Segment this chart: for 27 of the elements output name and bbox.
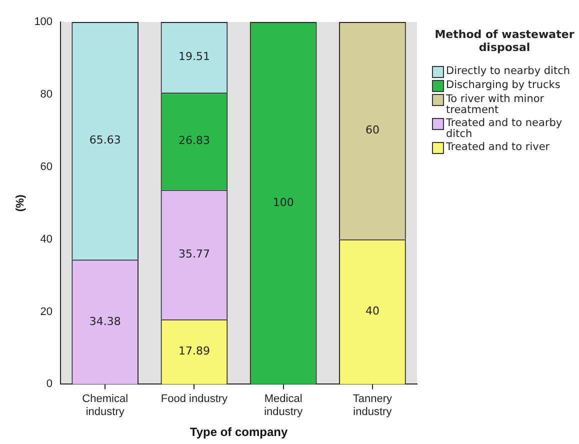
data-label: 40 xyxy=(365,304,380,318)
y-axis-title: (%) xyxy=(14,194,27,212)
legend-label: Discharging by trucks xyxy=(446,79,560,91)
y-tick-label: 40 xyxy=(40,233,53,246)
y-tick-label: 60 xyxy=(40,160,53,173)
y-tick-label: 20 xyxy=(40,306,53,318)
data-label: 34.38 xyxy=(89,314,121,328)
data-label: 100 xyxy=(272,196,294,209)
x-tick-label: Medical industry xyxy=(264,392,304,418)
legend-label: To river with minor treatment xyxy=(446,93,546,116)
data-label: 19.51 xyxy=(178,50,210,64)
data-label: 17.89 xyxy=(178,344,210,358)
y-tick-label: 0 xyxy=(46,378,53,390)
legend-label: Treated and to nearby ditch xyxy=(446,117,564,140)
x-axis-title: Type of company xyxy=(190,425,288,440)
legend-label: Directly to nearby ditch xyxy=(446,65,570,77)
x-tick-label: Food industry xyxy=(160,392,228,405)
legend-label: Treated and to river xyxy=(446,141,550,153)
x-tick-label: Chemical industry xyxy=(82,392,128,418)
x-tick-label: Tannery industry xyxy=(352,392,393,418)
data-label: 65.63 xyxy=(89,134,121,147)
y-tick-label: 80 xyxy=(40,88,53,100)
y-tick-label: 100 xyxy=(34,16,53,28)
data-label: 60 xyxy=(365,124,380,137)
legend-title: Method of wastewater disposal xyxy=(434,28,576,54)
data-label: 35.77 xyxy=(178,247,210,260)
data-label: 26.83 xyxy=(178,134,210,148)
